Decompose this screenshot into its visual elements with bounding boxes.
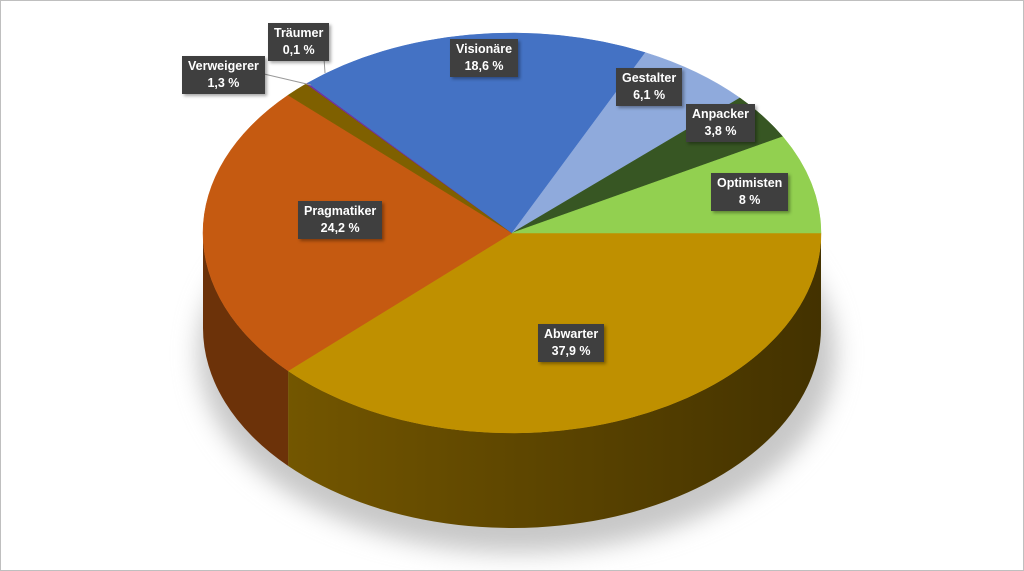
label-name: Visionäre bbox=[456, 42, 513, 56]
pie-slice-gestalter[interactable] bbox=[511, 52, 741, 234]
data-label-gestalter: Gestalter 6,1 % bbox=[616, 68, 683, 106]
label-name: Anpacker bbox=[692, 107, 749, 121]
data-label-optimisten: Optimisten 8 % bbox=[711, 173, 789, 211]
label-name: Pragmatiker bbox=[304, 204, 377, 218]
label-value: 0,1 % bbox=[282, 43, 315, 57]
pie-slice-visionäre[interactable] bbox=[307, 32, 646, 234]
pie-side-abwarter bbox=[288, 233, 822, 528]
label-name: Abwarter bbox=[544, 327, 599, 341]
label-value: 1,3 % bbox=[207, 76, 240, 90]
label-value: 37,9 % bbox=[551, 344, 591, 358]
data-label-traeumer: Träumer 0,1 % bbox=[268, 23, 330, 61]
label-value: 8 % bbox=[738, 193, 761, 207]
data-label-anpacker: Anpacker 3,8 % bbox=[686, 104, 755, 142]
data-label-abwarter: Abwarter 37,9 % bbox=[538, 324, 605, 362]
label-name: Gestalter bbox=[622, 71, 677, 85]
data-label-verweigerer: Verweigerer 1,3 % bbox=[182, 56, 265, 94]
label-value: 18,6 % bbox=[464, 59, 504, 73]
label-value: 6,1 % bbox=[633, 88, 666, 102]
label-name: Verweigerer bbox=[188, 59, 259, 73]
label-name: Optimisten bbox=[717, 176, 783, 190]
label-value: 3,8 % bbox=[704, 124, 737, 138]
label-name: Träumer bbox=[274, 26, 324, 40]
data-label-pragmatiker: Pragmatiker 24,2 % bbox=[298, 201, 383, 239]
leader-line-verweigerer bbox=[263, 73, 312, 86]
pie-side-pragmatiker bbox=[203, 233, 289, 466]
data-label-visionaere: Visionäre 18,6 % bbox=[450, 39, 519, 77]
label-value: 24,2 % bbox=[320, 221, 360, 235]
